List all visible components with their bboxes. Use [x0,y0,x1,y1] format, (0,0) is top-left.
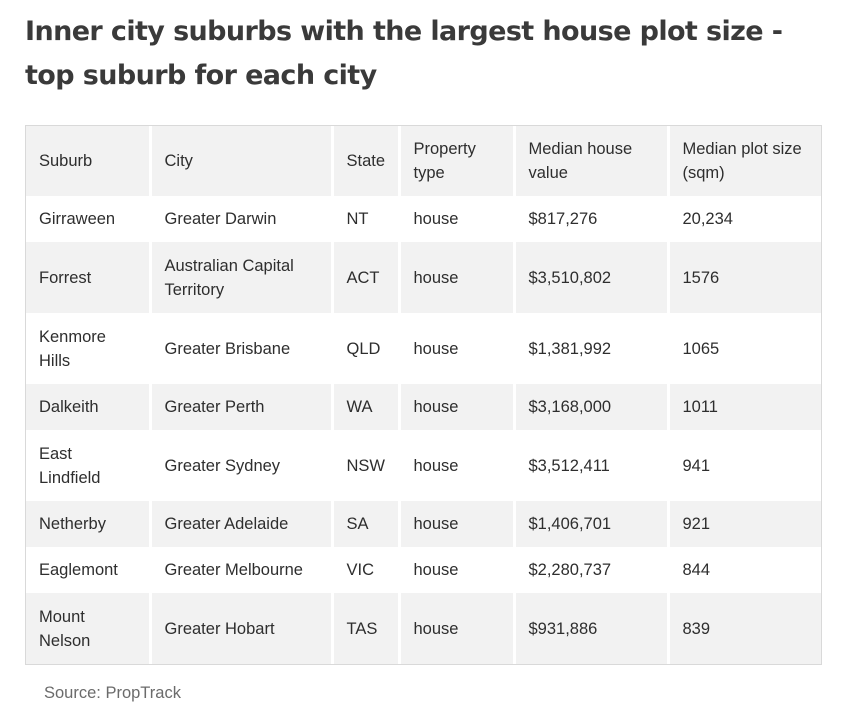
table-header-row: Suburb City State Property type Median h… [26,126,821,196]
cell-median-house-value: $3,512,411 [514,430,670,501]
header-state: State [332,126,401,196]
cell-state: QLD [332,313,401,384]
table-row: Eaglemont Greater Melbourne VIC house $2… [26,547,821,593]
cell-suburb: Girraween [26,196,152,242]
cell-city: Australian Capital Territory [150,242,334,313]
cell-median-plot-size: 844 [682,561,711,579]
cell-city: Greater Hobart [150,593,334,664]
cell-median-plot-size: 1065 [682,339,720,358]
cell-state: ACT [332,242,401,313]
cell-city: Greater Sydney [150,430,334,501]
table-row: Forrest Australian Capital Territory ACT… [26,242,821,313]
cell-city: Greater Perth [150,384,334,430]
cell-median-plot-size: 20,234 [682,210,733,228]
cell-city: Greater Melbourne [150,547,334,593]
table-row: Mount Nelson Greater Hobart TAS house $9… [26,593,821,664]
cell-state: VIC [332,547,401,593]
cell-property-type: house [399,547,516,593]
header-city: City [150,126,334,196]
cell-property-type: house [399,501,516,547]
header-property-type: Property type [399,126,516,196]
table-row: Netherby Greater Adelaide SA house $1,40… [26,501,821,547]
cell-median-house-value: $3,168,000 [514,384,670,430]
table-row: Dalkeith Greater Perth WA house $3,168,0… [26,384,821,430]
cell-median-house-value: $2,280,737 [514,547,670,593]
cell-property-type: house [399,196,516,242]
cell-suburb: Netherby [26,501,152,547]
cell-suburb: Mount Nelson [26,593,152,664]
cell-median-plot-size: 921 [682,515,711,533]
cell-property-type: house [399,593,516,664]
cell-suburb: Dalkeith [26,384,152,430]
cell-median-house-value: $931,886 [514,593,670,664]
cell-median-plot-size: 941 [682,456,711,475]
cell-property-type: house [399,384,516,430]
cell-state: WA [332,384,401,430]
cell-suburb: Kenmore Hills [26,313,152,384]
header-suburb: Suburb [26,126,152,196]
cell-median-plot-size: 1576 [682,268,720,287]
suburbs-table: Suburb City State Property type Median h… [26,126,821,664]
cell-suburb: Forrest [26,242,152,313]
header-median-house-value: Median house value [514,126,670,196]
cell-median-house-value: $817,276 [514,196,670,242]
cell-city: Greater Adelaide [150,501,334,547]
cell-suburb: Eaglemont [26,547,152,593]
cell-suburb: East Lindfield [26,430,152,501]
header-median-plot-size: Median plot size (sqm) [682,140,802,182]
cell-median-house-value: $1,406,701 [514,501,670,547]
table-title: Inner city suburbs with the largest hous… [25,16,783,91]
table-row: Girraween Greater Darwin NT house $817,2… [26,196,821,242]
cell-median-house-value: $1,381,992 [514,313,670,384]
cell-city: Greater Darwin [150,196,334,242]
cell-median-plot-size: 839 [682,619,711,638]
cell-property-type: house [399,430,516,501]
source-caption: Source: PropTrack [44,684,181,702]
cell-state: SA [332,501,401,547]
cell-property-type: house [399,242,516,313]
cell-property-type: house [399,313,516,384]
cell-state: NT [332,196,401,242]
article-section: Inner city suburbs with the largest hous… [25,0,822,665]
cell-state: TAS [332,593,401,664]
table-row: Kenmore Hills Greater Brisbane QLD house… [26,313,821,384]
cell-median-plot-size: 1011 [682,398,718,416]
cell-state: NSW [332,430,401,501]
table-row: East Lindfield Greater Sydney NSW house … [26,430,821,501]
data-table-container: Suburb City State Property type Median h… [25,125,822,665]
cell-median-house-value: $3,510,802 [514,242,670,313]
cell-city: Greater Brisbane [150,313,334,384]
